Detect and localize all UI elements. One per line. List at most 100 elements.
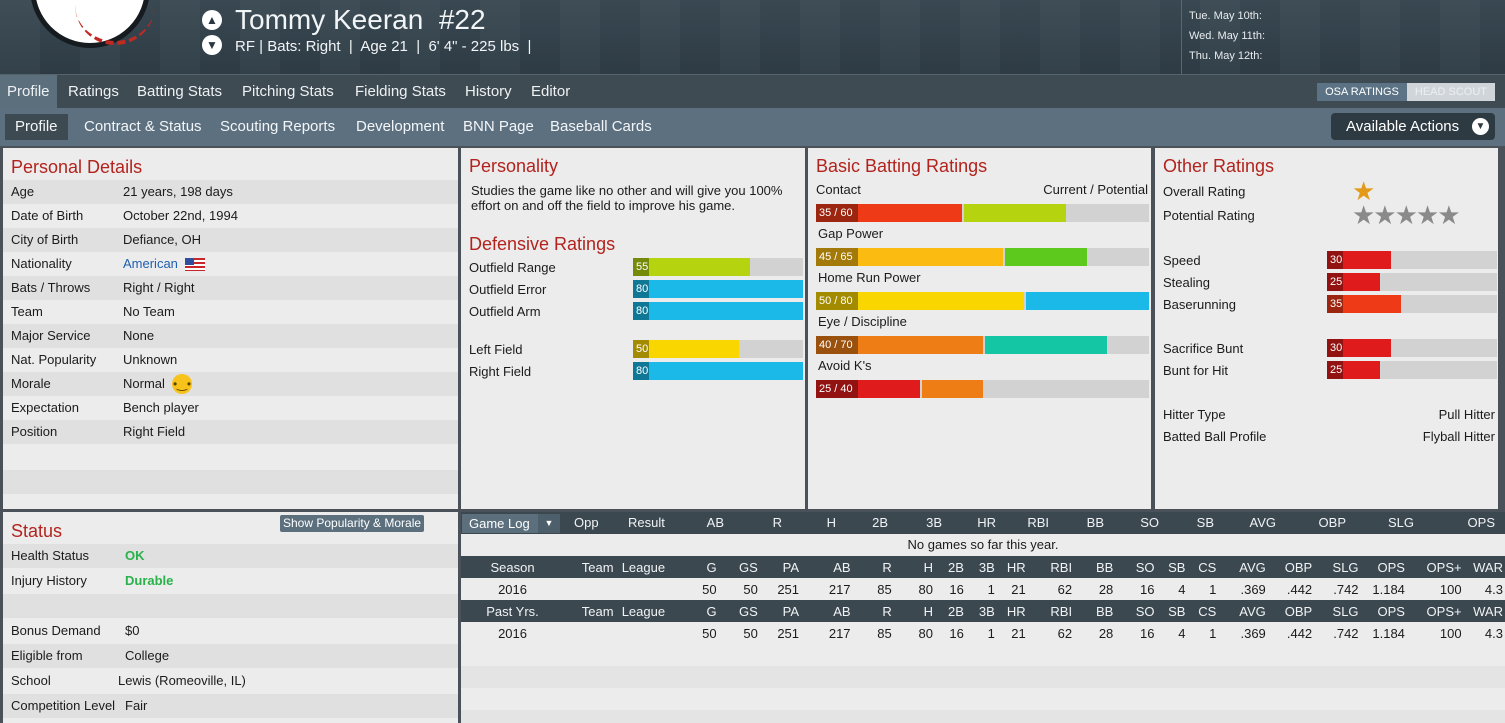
stats-column-header[interactable]: Past Yrs. [461, 600, 565, 622]
stats-column-header[interactable]: CS [1187, 556, 1219, 578]
stats-column-header[interactable]: 3B [965, 556, 997, 578]
stats-column-header[interactable]: SB [1156, 556, 1188, 578]
game-log-column-header[interactable]: 2B [872, 515, 888, 530]
personal-row-value: Right Field [123, 424, 186, 439]
stats-column-header[interactable]: BB [1074, 600, 1116, 622]
tab-ratings[interactable]: Ratings [68, 83, 119, 100]
subtab-contract-status[interactable]: Contract & Status [84, 118, 202, 135]
stats-column-header[interactable]: 3B [965, 600, 997, 622]
stats-cell [615, 622, 668, 644]
subtab-baseball-cards[interactable]: Baseball Cards [550, 118, 652, 135]
stats-column-header[interactable]: WAR [1463, 600, 1505, 622]
game-log-column-header[interactable]: SB [1196, 515, 1214, 530]
game-log-column-header[interactable]: Result [628, 515, 665, 530]
batting-ratings-panel: Basic Batting Ratings Current / Potentia… [808, 148, 1151, 509]
stats-column-header[interactable]: HR [996, 600, 1028, 622]
player-name: Tommy Keeran [235, 4, 424, 35]
hitter-type-value: Pull Hitter [1438, 407, 1495, 422]
other-rating-label: Stealing [1163, 275, 1210, 290]
stats-column-header[interactable]: RBI [1027, 556, 1075, 578]
stats-column-header[interactable]: AB [801, 600, 853, 622]
available-actions-dropdown[interactable]: Available Actions ▼ [1331, 113, 1495, 140]
game-log-column-header[interactable]: SLG [1387, 515, 1414, 530]
stats-cell: 4.3 [1463, 622, 1505, 644]
stats-column-header[interactable]: SB [1156, 600, 1188, 622]
stats-column-header[interactable]: SLG [1314, 600, 1361, 622]
game-log-column-header[interactable]: H [826, 515, 836, 530]
game-log-column-header[interactable]: AB [706, 515, 724, 530]
stats-cell: 100 [1406, 578, 1464, 600]
stats-column-header[interactable]: OPS+ [1406, 600, 1464, 622]
game-log-column-header[interactable]: SO [1140, 515, 1159, 530]
previous-player-icon[interactable]: ▲ [202, 10, 222, 30]
show-popularity-morale-button[interactable]: Show Popularity & Morale [280, 515, 425, 532]
stats-column-header[interactable]: 2B [934, 556, 966, 578]
stats-column-header[interactable]: GS [718, 556, 760, 578]
stats-column-header[interactable]: Team [564, 556, 616, 578]
subtab-development[interactable]: Development [356, 118, 445, 135]
stats-column-header[interactable]: BB [1074, 556, 1116, 578]
game-log-column-header[interactable]: HR [977, 515, 996, 530]
stats-column-header[interactable]: AB [801, 556, 853, 578]
game-log-column-header[interactable]: Opp [574, 515, 599, 530]
stats-column-header[interactable]: OPS+ [1406, 556, 1464, 578]
stats-column-header[interactable]: PA [759, 556, 802, 578]
stats-column-header[interactable]: Team [564, 600, 616, 622]
subtab-bnn-page[interactable]: BNN Page [463, 118, 534, 135]
defense-label: Outfield Range [469, 260, 556, 275]
game-log-column-header[interactable]: 3B [926, 515, 942, 530]
overall-rating-stars: ★ [1352, 176, 1375, 206]
tab-profile[interactable]: Profile [0, 75, 57, 109]
stats-column-header[interactable]: SO [1115, 556, 1157, 578]
game-log-column-header[interactable]: RBI [1027, 515, 1049, 530]
stats-column-header[interactable]: AVG [1218, 556, 1268, 578]
stats-column-header[interactable]: G [667, 600, 719, 622]
stats-column-header[interactable]: SLG [1314, 556, 1361, 578]
stats-column-header[interactable]: 2B [934, 600, 966, 622]
tab-batting-stats[interactable]: Batting Stats [137, 83, 223, 100]
next-player-icon[interactable]: ▼ [202, 35, 222, 55]
tab-history[interactable]: History [465, 83, 512, 100]
stats-column-header[interactable]: HR [996, 556, 1028, 578]
stats-column-header[interactable]: GS [718, 600, 760, 622]
stats-column-header[interactable]: H [893, 600, 935, 622]
stats-column-header[interactable]: OPS [1360, 556, 1407, 578]
stats-column-header[interactable]: AVG [1218, 600, 1268, 622]
game-log-column-header[interactable]: OBP [1318, 515, 1346, 530]
stats-column-header[interactable]: RBI [1027, 600, 1075, 622]
stats-column-header[interactable]: H [893, 556, 935, 578]
schedule-day: Wed. May 11th: [1189, 30, 1266, 42]
stats-column-header[interactable]: SO [1115, 600, 1157, 622]
stats-column-header[interactable]: Season [461, 556, 565, 578]
game-log-column-header[interactable]: AVG [1249, 515, 1277, 530]
tab-editor[interactable]: Editor [531, 83, 571, 100]
tab-fielding-stats[interactable]: Fielding Stats [355, 83, 446, 100]
personal-row-label: Position [11, 424, 58, 439]
tab-pitching-stats[interactable]: Pitching Stats [242, 83, 334, 100]
stats-cell: 50 [718, 622, 760, 644]
status-row-value: Fair [125, 698, 148, 713]
subtab-profile[interactable]: Profile [5, 114, 68, 140]
stats-column-header[interactable]: OPS [1360, 600, 1407, 622]
stats-column-header[interactable]: R [852, 556, 894, 578]
stats-column-header[interactable]: CS [1187, 600, 1219, 622]
osa-ratings-button[interactable]: OSA RATINGS [1317, 83, 1407, 101]
subtab-scouting-reports[interactable]: Scouting Reports [220, 118, 336, 135]
stats-column-header[interactable]: G [667, 556, 719, 578]
stats-column-header[interactable]: OBP [1267, 600, 1315, 622]
stats-column-header[interactable]: League [615, 556, 668, 578]
game-log-column-header[interactable]: BB [1086, 515, 1104, 530]
stats-column-header[interactable]: League [615, 600, 668, 622]
stats-column-header[interactable]: WAR [1463, 556, 1505, 578]
personal-row: Team No Team [3, 300, 458, 324]
stats-column-header[interactable]: PA [759, 600, 802, 622]
game-log-column-header[interactable]: R [772, 515, 782, 530]
game-log-column-header[interactable]: OPS [1467, 515, 1495, 530]
stats-column-header[interactable]: OBP [1267, 556, 1315, 578]
stats-column-header[interactable]: R [852, 600, 894, 622]
head-scout-button[interactable]: HEAD SCOUT [1406, 83, 1495, 101]
game-log-dropdown[interactable]: Game Log ▼ [462, 514, 560, 533]
personal-row-value[interactable]: American [123, 256, 178, 271]
stats-cell: 85 [852, 578, 894, 600]
